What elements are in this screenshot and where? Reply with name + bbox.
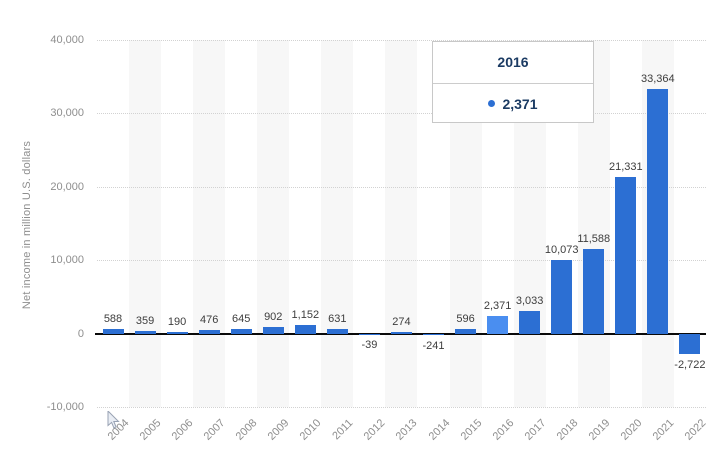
bar-2020[interactable]: [615, 177, 637, 334]
gridline: [97, 40, 706, 41]
tooltip-year-label: 2016: [433, 42, 593, 84]
bar-2019[interactable]: [583, 248, 605, 334]
bar-2016[interactable]: [487, 316, 509, 334]
bar-2018[interactable]: [551, 259, 573, 334]
bar-value-label: 588: [103, 313, 123, 326]
bar-2021[interactable]: [647, 88, 669, 334]
gridline: [97, 407, 706, 408]
bar-value-label: 11,588: [577, 232, 611, 245]
bar-value-label: 645: [232, 312, 251, 325]
bar-2008[interactable]: [230, 328, 252, 334]
bar-value-label: 274: [392, 315, 411, 328]
bar-2013[interactable]: [390, 331, 412, 334]
bar-2015[interactable]: [455, 329, 477, 334]
bar-2011[interactable]: [326, 328, 348, 334]
gridline: [97, 186, 706, 188]
tooltip-value: 2,371: [502, 95, 538, 112]
bar-value-label: 21,331: [608, 161, 643, 174]
bar-value-label: 902: [264, 310, 283, 323]
bar-value-label: 10,073: [544, 243, 579, 256]
tooltip-value-row: 2,371: [433, 84, 593, 123]
y-tick-label: -10,000: [46, 401, 84, 413]
plot-band: [321, 40, 354, 407]
bar-value-label: -241: [422, 340, 445, 353]
y-tick-label: 40,000: [50, 34, 84, 46]
tooltip: 2016 2,371: [432, 41, 594, 123]
y-tick-label: 10,000: [50, 254, 84, 267]
bar-value-label: 3,033: [515, 295, 544, 308]
plot-band: [193, 40, 226, 407]
bar-value-label: -39: [361, 338, 378, 351]
plot-band: [257, 40, 290, 407]
bar-2006[interactable]: [166, 332, 188, 334]
bar-value-label: 1,152: [291, 309, 320, 322]
y-tick-label: 20,000: [50, 180, 84, 193]
bar-2009[interactable]: [262, 326, 284, 334]
plot-band: [385, 40, 418, 407]
gridline: [97, 260, 706, 262]
bar-2017[interactable]: [519, 311, 541, 334]
bar-value-label: 359: [135, 314, 155, 327]
y-tick-label: 0: [77, 327, 84, 340]
bar-value-label: 190: [167, 316, 187, 329]
bar-value-label: 476: [199, 314, 219, 327]
bar-2014[interactable]: [423, 333, 444, 336]
bar-2007[interactable]: [198, 330, 220, 334]
bar-value-label: 596: [456, 313, 475, 326]
bar-2022[interactable]: [679, 333, 701, 354]
bar-value-label: 2,371: [483, 300, 512, 313]
y-tick-label: 30,000: [50, 107, 84, 120]
bar-2005[interactable]: [134, 330, 156, 334]
bar-2004[interactable]: [102, 329, 124, 334]
bar-value-label: 631: [328, 312, 347, 325]
mouse-cursor-icon: [107, 411, 120, 429]
plot-band: [129, 40, 162, 407]
bar-2012[interactable]: [358, 333, 380, 335]
bar-2010[interactable]: [294, 325, 316, 334]
bar-value-label: -2,722: [674, 358, 706, 371]
series-marker-icon: [488, 100, 496, 107]
bar-value-label: 33,364: [641, 72, 675, 85]
x-axis-line: [95, 332, 706, 335]
gridline: [97, 113, 706, 115]
